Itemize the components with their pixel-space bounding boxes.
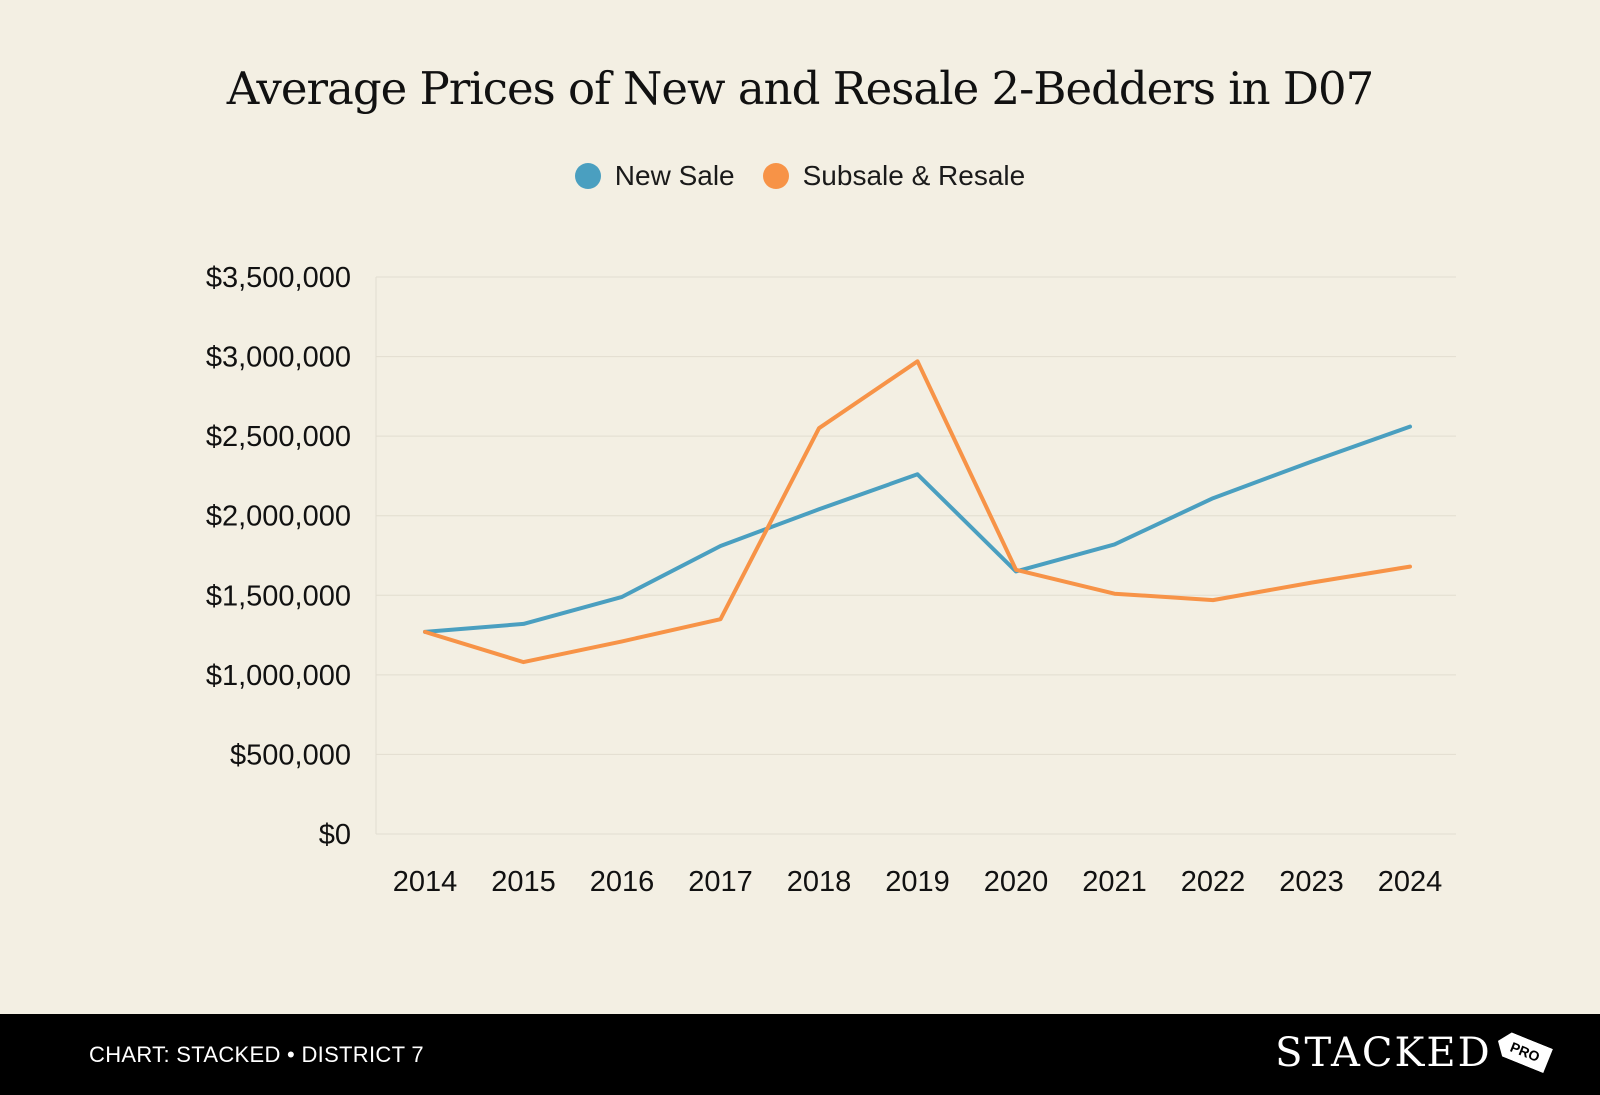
x-tick-label: 2019 [885,866,950,898]
logo-text: STACKED [1275,1030,1492,1076]
line-chart: $0 $500,000 $1,000,000 $1,500,000 $2,000,000… [206,262,1456,898]
series-line-new-sale [423,424,1412,634]
y-tick-label: $3,000,000 [206,342,351,374]
chart-title: Average Prices of New and Resale 2-Bedde… [226,62,1375,115]
x-tick-label: 2024 [1378,866,1443,898]
footer: CHART: STACKED • DISTRICT 7 STACKED PRO [0,1014,1600,1095]
x-tick-label: 2018 [787,866,852,898]
stacked-logo: STACKED PRO [1275,1028,1550,1078]
y-tick-label: $1,500,000 [206,580,351,612]
x-tick-label: 2023 [1279,866,1344,898]
chart-legend: New Sale Subsale & Resale [0,160,1600,192]
legend-label-new-sale: New Sale [614,160,735,191]
series-line-subsale-resale [423,359,1412,665]
legend-swatch-new-sale [574,163,601,189]
x-tick-label: 2017 [688,866,753,898]
legend-item-subsale-resale: Subsale & Resale [762,160,1026,192]
y-tick-label: $3,500,000 [206,262,351,294]
x-tick-label: 2021 [1082,866,1147,898]
y-tick-label: $2,000,000 [206,501,351,533]
y-tick-label: $0 [319,819,351,851]
pro-badge: PRO [1493,1029,1553,1073]
legend-label-subsale-resale: Subsale & Resale [802,160,1026,191]
x-tick-label: 2014 [393,866,458,898]
legend-swatch-subsale-resale [762,163,789,189]
x-tick-label: 2015 [491,866,556,898]
x-tick-label: 2022 [1181,866,1246,898]
legend-item-new-sale: New Sale [574,160,735,192]
y-tick-label: $2,500,000 [206,421,351,453]
x-tick-label: 2016 [590,866,655,898]
footer-caption: CHART: STACKED • DISTRICT 7 [89,1042,424,1067]
y-tick-label: $1,000,000 [206,660,351,692]
x-tick-label: 2020 [984,866,1049,898]
y-tick-label: $500,000 [230,739,351,771]
